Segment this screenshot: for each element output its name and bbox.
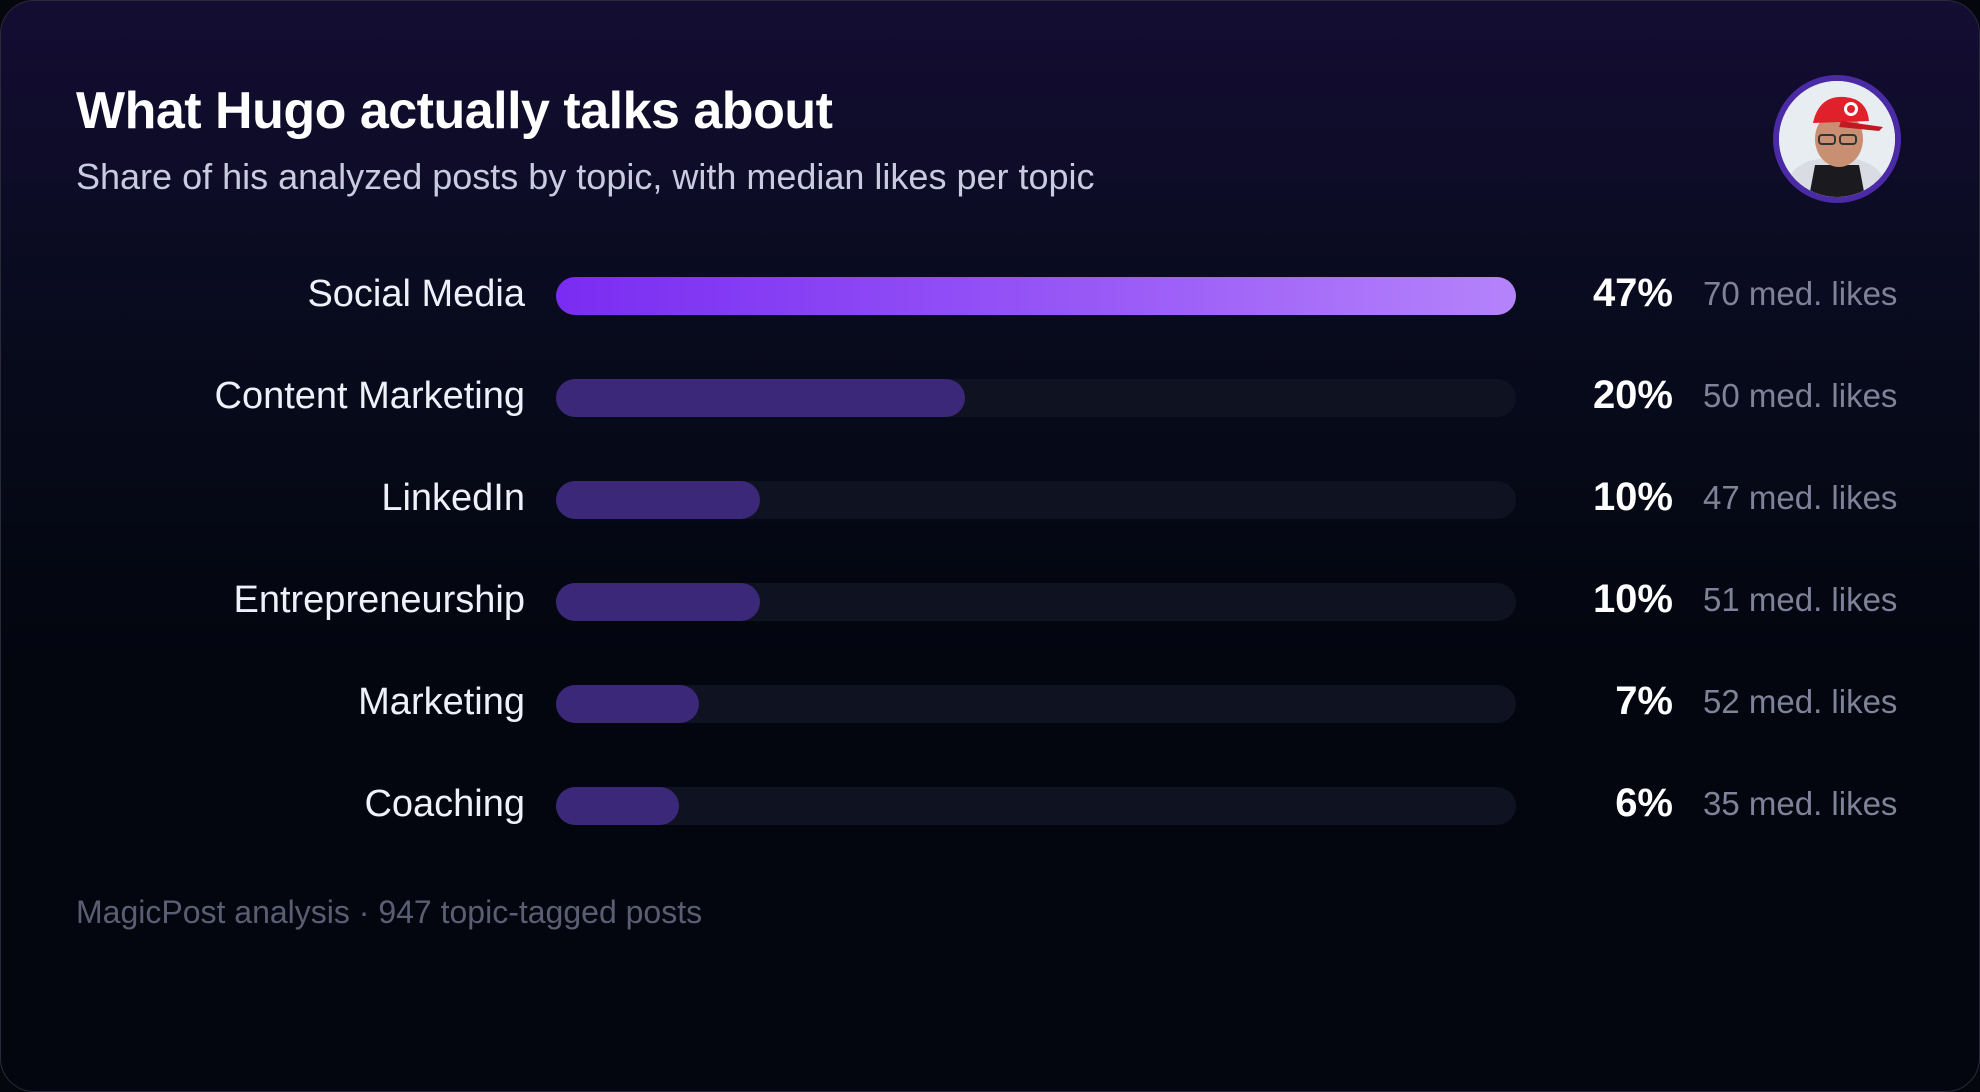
- median-likes-label: 51 med. likes: [1703, 581, 1898, 618]
- percent-label: 20%: [1592, 373, 1673, 417]
- bar-track: [556, 685, 1516, 723]
- profile-photo-icon: [1779, 81, 1895, 197]
- bar-row: Marketing 7% 52 med. likes: [1, 673, 1979, 733]
- bar-track: [556, 583, 1516, 621]
- bar: [556, 379, 965, 417]
- median-likes-label: 52 med. likes: [1703, 683, 1898, 720]
- median-likes-label: 35 med. likes: [1703, 785, 1898, 822]
- chart-title: What Hugo actually talks about: [76, 82, 833, 140]
- category-label: Social Media: [307, 273, 525, 315]
- avatar: [1773, 75, 1901, 203]
- bar: [556, 685, 699, 723]
- percent-label: 10%: [1592, 475, 1673, 519]
- bar: [556, 583, 760, 621]
- bar: [556, 481, 760, 519]
- median-likes-label: 47 med. likes: [1703, 479, 1898, 516]
- bar-row: Content Marketing 20% 50 med. likes: [1, 367, 1979, 427]
- category-label: Coaching: [364, 783, 525, 825]
- bar-row: Entrepreneurship 10% 51 med. likes: [1, 571, 1979, 631]
- percent-label: 47%: [1592, 271, 1673, 315]
- source-footer: MagicPost analysis · 947 topic-tagged po…: [76, 894, 703, 930]
- percent-label: 7%: [1615, 679, 1673, 723]
- bar-track: [556, 787, 1516, 825]
- bar-track: [556, 379, 1516, 417]
- category-label: LinkedIn: [381, 477, 525, 519]
- median-likes-label: 70 med. likes: [1703, 275, 1898, 312]
- chart-subtitle: Share of his analyzed posts by topic, wi…: [76, 156, 1095, 197]
- bar-row: Social Media 47% 70 med. likes: [1, 265, 1979, 325]
- bar-track: [556, 277, 1516, 315]
- category-label: Entrepreneurship: [233, 579, 525, 621]
- category-label: Content Marketing: [214, 375, 526, 417]
- category-label: Marketing: [358, 681, 525, 723]
- bar: [556, 787, 679, 825]
- median-likes-label: 50 med. likes: [1703, 377, 1898, 414]
- percent-label: 6%: [1615, 781, 1673, 825]
- bar-row: Coaching 6% 35 med. likes: [1, 775, 1979, 835]
- bar-row: LinkedIn 10% 47 med. likes: [1, 469, 1979, 529]
- percent-label: 10%: [1592, 577, 1673, 621]
- bar: [556, 277, 1516, 315]
- bar-track: [556, 481, 1516, 519]
